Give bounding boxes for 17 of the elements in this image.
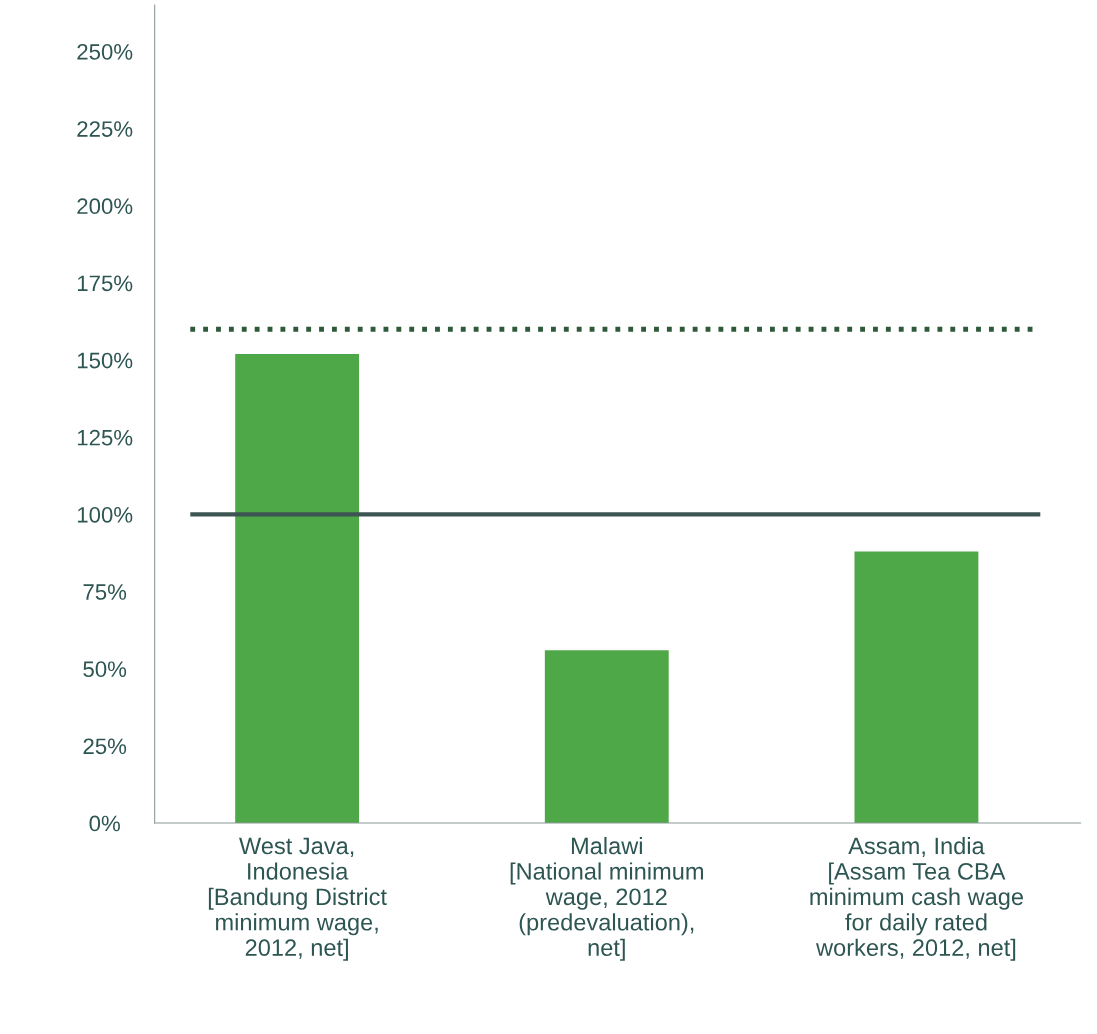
y-tick-label: 100% [77,506,133,523]
y-tick-label: 75% [83,584,127,600]
bar [544,650,669,824]
y-tick-label: 225% [77,121,133,137]
bar [235,353,360,824]
y-tick-label: 175% [77,275,133,292]
x-tick-label: Assam, India [Assam Tea CBA minimum cash wage for daily rated workers, 2012, net] [810,836,1023,961]
y-tick-label: 125% [77,429,133,446]
y-tick-label: 0% [89,815,120,832]
x-tick-label: Malawi [National minimum wage, 2012 (predevaluation), net] [510,836,703,961]
y-tick-label: 250% [77,44,133,60]
y-tick-label: 150% [77,352,133,369]
y-tick-label: 200% [77,198,133,215]
y-tick-label: 25% [83,738,127,755]
x-tick-label: West Java, Indonesia [Bandung District minimum wage, 2012, net] [208,837,387,961]
y-tick-label: 50% [83,661,127,678]
bar [854,551,979,824]
